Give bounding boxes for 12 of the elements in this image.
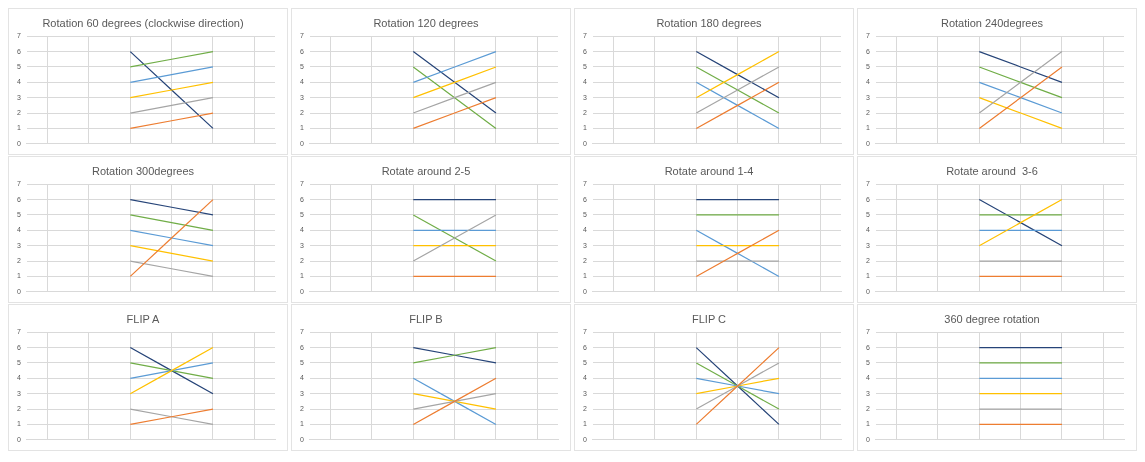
chart-title: Rotate around 1-4 [664, 164, 754, 177]
chart-title: Rotation 300degrees [91, 164, 195, 177]
chart-title: Rotation 120 degrees [373, 16, 480, 29]
chart-title: Rotation 180 degrees [656, 16, 763, 29]
chart-title: Rotate around 3-6 [946, 164, 1038, 177]
chart-title: Rotate around 2-5 [381, 164, 471, 177]
chart-title: 360 degree rotation [944, 312, 1040, 325]
chart-title: FLIP C [691, 312, 727, 325]
chart-title: Rotation 240degrees [940, 16, 1044, 29]
chart-title: FLIP A [126, 312, 161, 325]
chart-title: FLIP B [409, 312, 443, 325]
chart-title: Rotation 60 degrees (clockwise direction) [42, 16, 244, 29]
